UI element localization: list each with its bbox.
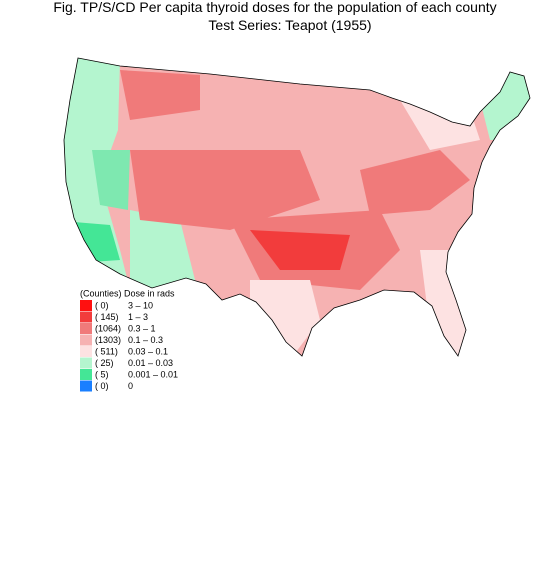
legend-swatch: [80, 357, 92, 369]
legend-count: ( 5): [95, 369, 109, 379]
legend-range: 0: [128, 381, 133, 391]
legend-count: ( 145): [95, 312, 119, 322]
legend-count: (1303): [95, 335, 121, 345]
legend-count: (1064): [95, 323, 121, 333]
legend-count: ( 0): [95, 381, 109, 391]
legend-range: 0.1 – 0.3: [128, 335, 163, 345]
legend-range: 0.01 – 0.03: [128, 358, 173, 368]
title: Fig. TP/S/CD Per capita thyroid doses fo…: [53, 0, 496, 15]
legend-range: 1 – 3: [128, 312, 148, 322]
legend-range: 3 – 10: [128, 300, 153, 310]
legend-swatch: [80, 323, 92, 334]
legend-swatch: [80, 380, 92, 392]
map: [64, 58, 530, 356]
legend-swatch: [80, 369, 92, 380]
legend-range: 0.3 – 1: [128, 323, 156, 333]
legend-heading: (Counties) Dose in rads: [80, 288, 175, 298]
legend-count: ( 0): [95, 300, 109, 310]
legend-range: 0.001 – 0.01: [128, 369, 178, 379]
map-outline: [63, 57, 531, 357]
legend-count: ( 511): [95, 346, 118, 356]
legend: (Counties) Dose in rads ( 0) 3 – 10 ( 145)…: [80, 288, 178, 392]
legend-count: ( 25): [95, 358, 114, 368]
legend-swatch: [80, 334, 92, 346]
legend-swatch: [80, 346, 92, 357]
legend-range: 0.03 – 0.1: [128, 346, 168, 356]
legend-swatch: [80, 311, 92, 323]
legend-swatch: [80, 300, 92, 311]
subtitle: Test Series: Teapot (1955): [208, 17, 371, 33]
